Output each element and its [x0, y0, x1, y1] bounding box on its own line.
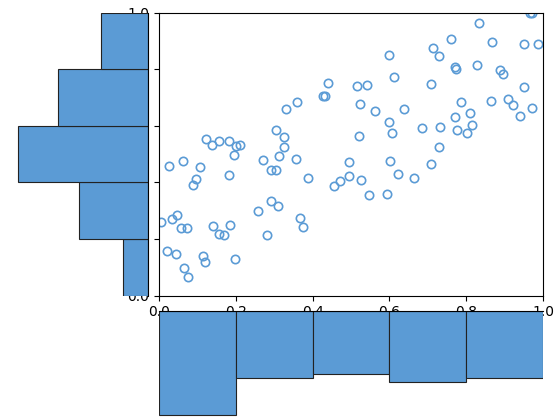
Bar — [159, 311, 236, 415]
Bar — [80, 182, 148, 239]
Bar — [236, 311, 312, 378]
Bar — [466, 311, 543, 378]
Bar — [58, 69, 148, 126]
Bar — [123, 239, 148, 296]
Bar — [389, 311, 466, 381]
Bar — [18, 126, 148, 182]
X-axis label: u: u — [346, 325, 356, 340]
Bar — [312, 311, 389, 374]
Bar — [101, 13, 148, 69]
Y-axis label: v: v — [106, 150, 122, 159]
